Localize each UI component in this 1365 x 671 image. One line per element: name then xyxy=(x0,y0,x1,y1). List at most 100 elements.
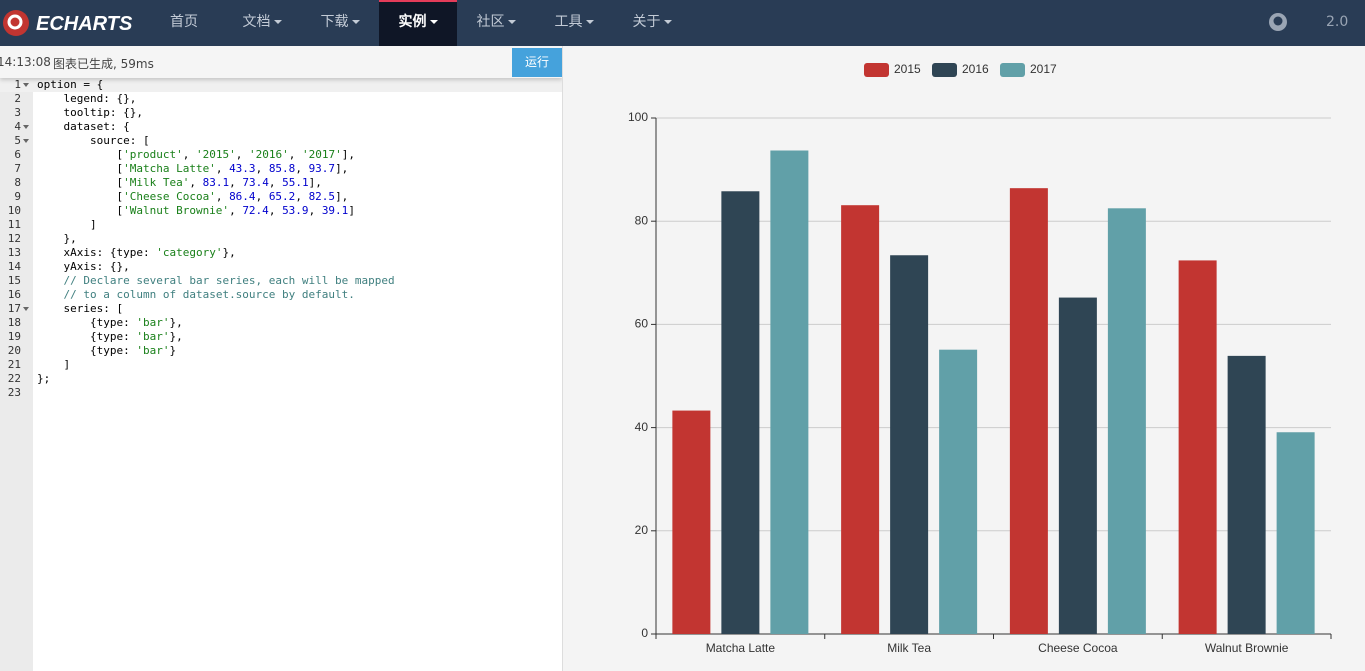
code-text: option = { xyxy=(37,78,104,91)
code-text: // to a column of dataset.source by defa… xyxy=(63,288,355,301)
bar xyxy=(721,191,760,634)
menu: 首页 文档 下载 实例 社区 工具 关于 xyxy=(145,0,691,46)
code-line: 18 {type: 'bar'}, xyxy=(0,316,562,330)
bar xyxy=(890,255,929,635)
code-text: }, xyxy=(37,232,77,245)
line-number: 15 xyxy=(7,274,21,287)
menu-item[interactable]: 实例 xyxy=(379,0,457,46)
fold-marker xyxy=(23,125,29,129)
line-number: 8 xyxy=(14,176,21,189)
menu-item[interactable]: 文档 xyxy=(223,0,301,46)
toolbar: 14:13:08 图表已生成, 59ms 运行 xyxy=(0,46,562,78)
code-text: xAxis: {type: 'category'}, xyxy=(37,246,236,259)
line-number: 18 xyxy=(7,316,21,329)
menu-item[interactable]: 首页 xyxy=(170,14,198,30)
code-text: series: [ xyxy=(37,302,124,315)
y-tick-label: 80 xyxy=(635,213,649,227)
line-number: 1 xyxy=(14,78,21,91)
code-text: // Declare several bar series, each will… xyxy=(63,274,395,287)
code-line: 13 xAxis: {type: 'category'}, xyxy=(0,246,562,260)
code-text: ] xyxy=(37,218,97,231)
line-number: 6 xyxy=(14,148,21,161)
code-line: 14 yAxis: {}, xyxy=(0,260,562,274)
bar xyxy=(770,150,809,634)
bar xyxy=(1227,355,1266,634)
logo[interactable]: ECHARTS xyxy=(0,5,150,41)
status-time: 14:13:08 xyxy=(0,55,51,69)
code-text: tooltip: {}, xyxy=(37,106,143,119)
line-number: 3 xyxy=(14,106,21,119)
bar xyxy=(672,410,711,634)
code-text: ['Cheese Cocoa', 86.4, 65.2, 82.5], xyxy=(37,190,349,203)
line-number: 7 xyxy=(14,162,21,175)
fold-marker xyxy=(23,83,29,87)
code-line: 6 ['product', '2015', '2016', '2017'], xyxy=(0,148,562,162)
code-line: 15 // Declare several bar series, each w… xyxy=(0,274,562,288)
code-text: ['Matcha Latte', 43.3, 85.8, 93.7], xyxy=(37,162,349,175)
code-line: 22}; xyxy=(0,372,562,386)
version[interactable]: 2.0 xyxy=(1326,14,1349,30)
code-line: 11 ] xyxy=(0,218,562,232)
menu-item[interactable]: 工具 xyxy=(535,0,613,46)
legend-label: 2016 xyxy=(962,62,989,76)
code-text: ['Walnut Brownie', 72.4, 53.9, 39.1] xyxy=(37,204,355,217)
code-text: dataset: { xyxy=(37,120,130,133)
code-text: ['product', '2015', '2016', '2017'], xyxy=(37,148,355,161)
code-line: 16 // to a column of dataset.source by d… xyxy=(0,288,562,302)
fold-marker xyxy=(23,307,29,311)
bar xyxy=(939,349,978,634)
run-button[interactable]: 运行 xyxy=(512,48,562,77)
line-number: 12 xyxy=(7,232,21,245)
github-icon[interactable] xyxy=(1268,12,1288,32)
line-number: 20 xyxy=(7,344,21,357)
code-text: {type: 'bar'}, xyxy=(37,316,183,329)
fold-marker xyxy=(23,139,29,143)
bar xyxy=(841,205,880,635)
y-tick-label: 60 xyxy=(635,317,649,331)
chart: 0 20 40 60 80 100 Matcha Latte Milk Tea Cheese C… xyxy=(628,62,1332,655)
code-text: source: [ xyxy=(37,134,150,147)
legend-swatch xyxy=(932,63,957,77)
bar xyxy=(1107,208,1146,635)
editor-panel: 14:13:08 图表已生成, 59ms 运行 1 option = {2 leg… xyxy=(0,46,563,671)
line-number: 13 xyxy=(7,246,21,259)
bar xyxy=(1276,432,1315,634)
legend-swatch xyxy=(864,63,889,77)
y-tick-label: 20 xyxy=(635,523,649,537)
code-line: 7 ['Matcha Latte', 43.3, 85.8, 93.7], xyxy=(0,162,562,176)
line-number: 19 xyxy=(7,330,21,343)
bar xyxy=(1058,297,1097,634)
legend-label: 2015 xyxy=(894,62,921,76)
y-tick-label: 100 xyxy=(628,110,648,124)
code-text: yAxis: {}, xyxy=(37,260,130,273)
code-text: ['Milk Tea', 83.1, 73.4, 55.1], xyxy=(37,176,322,189)
bar xyxy=(1178,260,1217,634)
code-text: {type: 'bar'} xyxy=(37,344,177,357)
y-tick-label: 0 xyxy=(641,626,648,640)
menu-item[interactable]: 下载 xyxy=(301,0,379,46)
code-line: 21 ] xyxy=(0,358,562,372)
line-number: 23 xyxy=(7,386,21,399)
code-line: 23 xyxy=(0,386,562,400)
code-line: 10 ['Walnut Brownie', 72.4, 53.9, 39.1] xyxy=(0,204,562,218)
menu-item[interactable]: 社区 xyxy=(457,0,535,46)
nav-bar: ECHARTS 首页 文档 下载 实例 社区 工具 关于 2.0 xyxy=(0,0,1365,46)
menu-item[interactable]: 关于 xyxy=(613,0,691,46)
code[interactable]: 1 option = {2 legend: {}, 3 tooltip: {}, 4 … xyxy=(0,78,562,400)
code-line: 19 {type: 'bar'}, xyxy=(0,330,562,344)
code-text: ] xyxy=(37,358,71,371)
line-number: 17 xyxy=(7,302,21,315)
x-tick-label: Matcha Latte xyxy=(706,641,776,655)
code-text: legend: {}, xyxy=(37,92,137,105)
x-tick-label: Milk Tea xyxy=(887,641,931,655)
code-line: 1 option = { xyxy=(0,78,562,92)
status: 图表已生成, 59ms xyxy=(53,57,154,71)
code-line: 2 legend: {}, xyxy=(0,92,562,106)
code-text: }; xyxy=(37,372,51,385)
code-line: 8 ['Milk Tea', 83.1, 73.4, 55.1], xyxy=(0,176,562,190)
code-line: 5 source: [ xyxy=(0,134,562,148)
code-line: 3 tooltip: {}, xyxy=(0,106,562,120)
line-number: 5 xyxy=(14,134,21,147)
x-tick-label: Cheese Cocoa xyxy=(1038,641,1118,655)
